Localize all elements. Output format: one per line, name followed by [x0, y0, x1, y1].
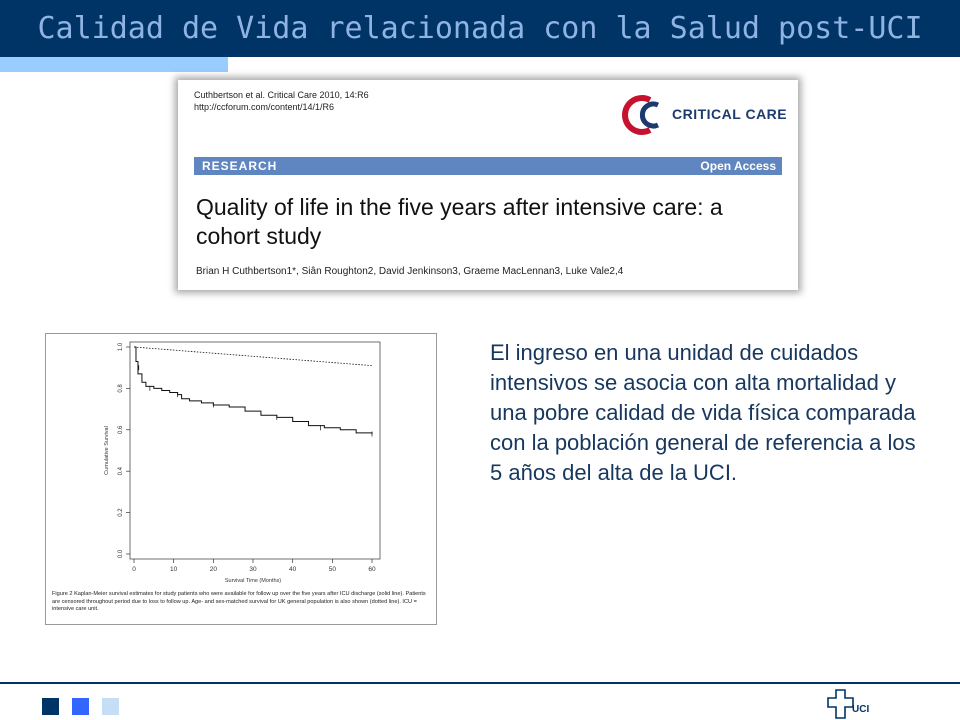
section-label: RESEARCH — [202, 159, 278, 173]
survival-figure: 0.0 0.2 0.4 0.6 0.8 1.0 0 10 20 30 40 50 60 Survival … — [45, 333, 437, 625]
y-tick-label: 0.6 — [118, 425, 124, 434]
y-tick-label: 0.8 — [118, 384, 124, 393]
x-tick-label: 20 — [210, 566, 218, 573]
figure-caption: Figure 2 Kaplan-Meier survival estimates… — [52, 591, 426, 612]
y-tick-label: 0.2 — [118, 508, 124, 517]
footer-square-light — [102, 698, 119, 715]
y-tick-label: 1.0 — [118, 342, 124, 351]
footer-square-blue — [72, 698, 89, 715]
journal-name: CRITICAL CARE — [672, 106, 788, 122]
survival-curve-solid — [134, 346, 373, 434]
research-band: RESEARCH Open Access — [194, 157, 782, 175]
critical-care-logo-icon — [622, 95, 660, 135]
x-tick-label: 10 — [170, 566, 178, 573]
paper-citation: Cuthbertson et al. Critical Care 2010, 1… — [194, 89, 369, 113]
uci-cross-logo-icon — [827, 689, 854, 719]
paper-header-image: Cuthbertson et al. Critical Care 2010, 1… — [178, 80, 798, 290]
x-tick-label: 40 — [289, 566, 297, 573]
x-tick-label: 0 — [132, 566, 136, 573]
paper-authors: Brian H Cuthbertson1*, Siân Roughton2, D… — [196, 266, 624, 277]
open-access-label: Open Access — [700, 159, 776, 173]
y-tick-label: 0.4 — [118, 466, 124, 475]
citation-line-2: http://ccforum.com/content/14/1/R6 — [194, 102, 335, 112]
kaplan-meier-chart: 0.0 0.2 0.4 0.6 0.8 1.0 0 10 20 30 40 50 60 Survival … — [104, 341, 381, 584]
x-tick-label: 60 — [368, 566, 376, 573]
uci-logo-text: UCI — [852, 704, 870, 715]
x-tick-label: 30 — [249, 566, 257, 573]
slide-title: Calidad de Vida relacionada con la Salud… — [37, 11, 923, 46]
y-tick-label: 0.0 — [118, 549, 124, 558]
paper-title: Quality of life in the five years after … — [196, 194, 723, 249]
x-tick-label: 50 — [329, 566, 337, 573]
accent-bar — [0, 57, 228, 72]
footer-square-dark — [42, 698, 59, 715]
title-bar: Calidad de Vida relacionada con la Salud… — [0, 0, 960, 57]
x-axis-label: Survival Time (Months) — [225, 578, 281, 584]
citation-line-1: Cuthbertson et al. Critical Care 2010, 1… — [194, 90, 369, 100]
body-text: El ingreso en una unidad de cuidados int… — [490, 340, 916, 485]
footer-divider — [0, 682, 960, 684]
survival-curve-dotted — [133, 346, 373, 367]
plot-frame — [129, 341, 381, 560]
y-axis-label: Cumulative Survival — [104, 426, 110, 475]
